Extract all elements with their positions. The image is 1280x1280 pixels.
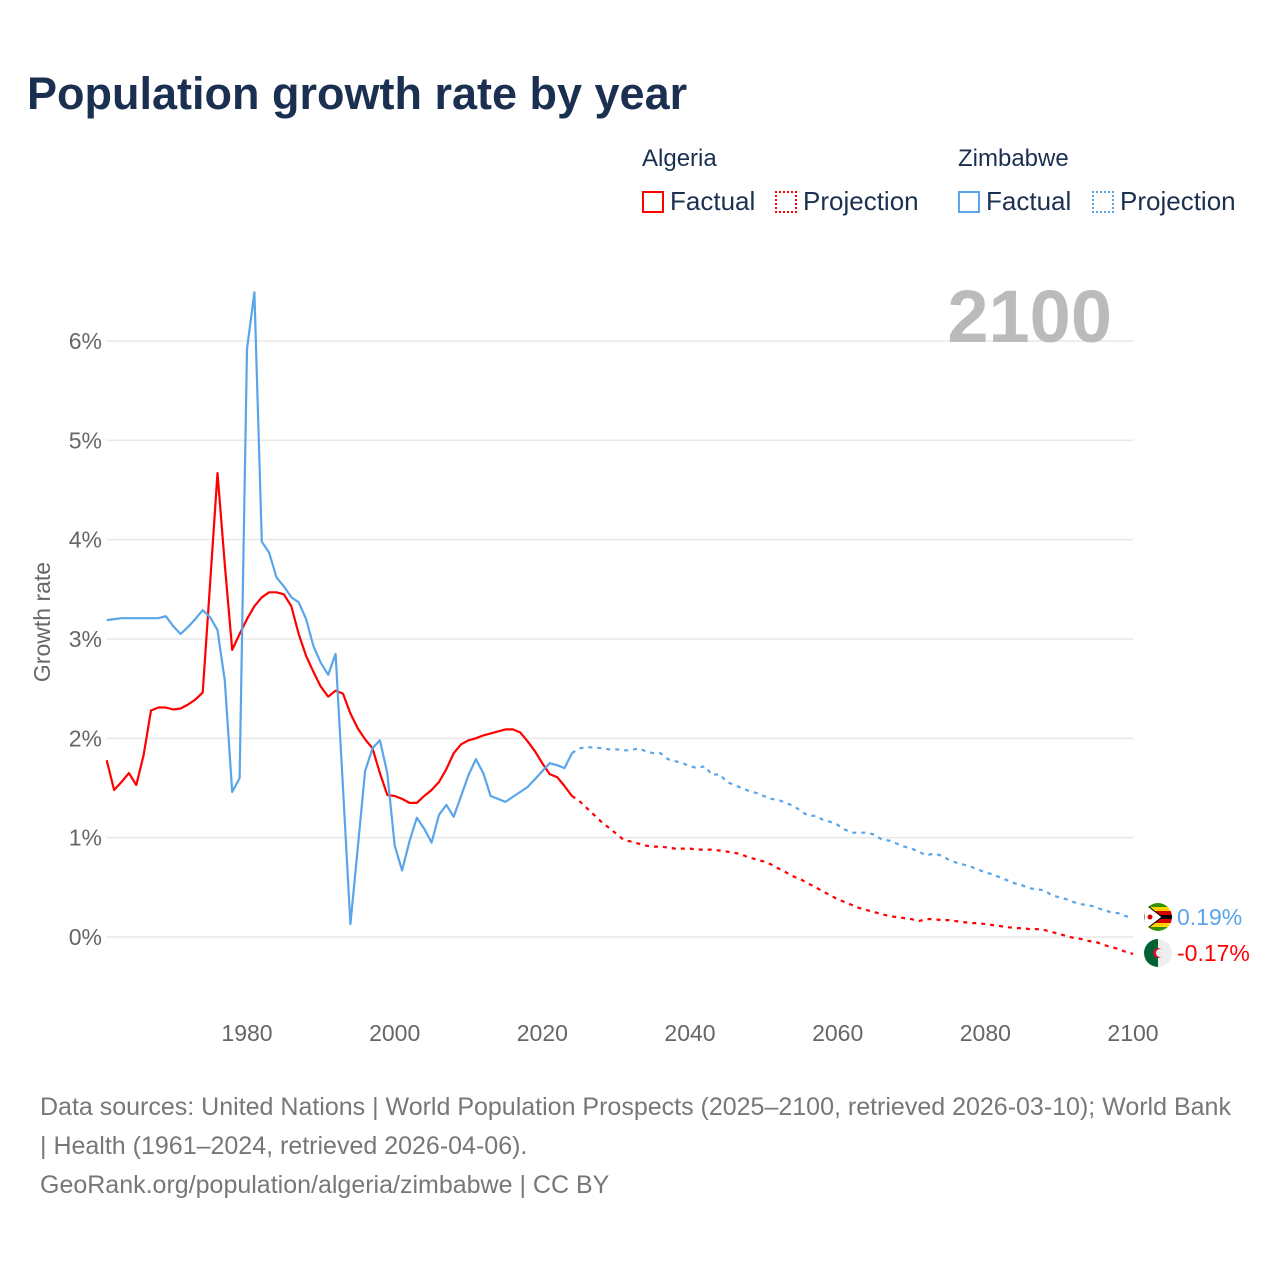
y-tick-label: 4%: [69, 527, 102, 553]
y-tick-label: 2%: [69, 725, 102, 751]
data-sources: Data sources: United Nations | World Pop…: [40, 1093, 1231, 1160]
y-tick-label: 5%: [69, 427, 102, 453]
series-line-algeria-projection: [571, 795, 1134, 955]
legend-swatch-solid: [958, 190, 980, 213]
x-tick-label: 2040: [664, 1020, 715, 1046]
x-tick-label: 1980: [221, 1020, 272, 1046]
legend-label: Projection: [1120, 186, 1236, 216]
legend-zimbabwe-projection[interactable]: Projection: [1092, 186, 1236, 217]
legend-label: Projection: [803, 186, 919, 216]
credit-link[interactable]: GeoRank.org/population/algeria/zimbabwe …: [40, 1171, 610, 1199]
x-tick-label: 2020: [517, 1020, 568, 1046]
legend-label: Factual: [670, 186, 756, 216]
y-tick-label: 1%: [69, 825, 102, 851]
legend-label: Factual: [986, 186, 1072, 216]
y-tick-label: 3%: [69, 626, 102, 652]
legend-algeria-projection[interactable]: Projection: [775, 186, 919, 217]
x-tick-label: 2060: [812, 1020, 863, 1046]
legend-group-zimbabwe: Zimbabwe: [958, 145, 1069, 172]
series-line-zimbabwe-factual: [106, 291, 573, 926]
year-watermark: 2100: [947, 275, 1112, 358]
y-axis-label: Growth rate: [29, 562, 55, 682]
legend-zimbabwe-factual[interactable]: Factual: [958, 186, 1071, 217]
series-line-zimbabwe-projection: [571, 746, 1134, 920]
end-label-algeria: -0.17%: [1177, 940, 1250, 966]
series-line-algeria-factual: [105, 472, 573, 805]
zimbabwe-flag-icon: [1144, 903, 1172, 931]
x-tick-label: 2080: [960, 1020, 1011, 1046]
legend-swatch-solid: [642, 190, 664, 213]
legend-group-algeria: Algeria: [642, 145, 717, 172]
end-label-zimbabwe: 0.19%: [1177, 904, 1242, 930]
y-tick-label: 6%: [69, 328, 102, 354]
x-tick-label: 2000: [369, 1020, 420, 1046]
legend-swatch-dotted: [775, 190, 797, 213]
x-tick-label: 2100: [1107, 1020, 1158, 1046]
chart-title: Population growth rate by year: [27, 68, 688, 119]
y-tick-label: 0%: [69, 924, 102, 950]
algeria-flag-icon: [1144, 939, 1172, 967]
footer: Data sources: United Nations | World Pop…: [40, 1088, 1240, 1205]
legend-swatch-dotted: [1092, 190, 1114, 213]
legend-algeria-factual[interactable]: Factual: [642, 186, 755, 217]
